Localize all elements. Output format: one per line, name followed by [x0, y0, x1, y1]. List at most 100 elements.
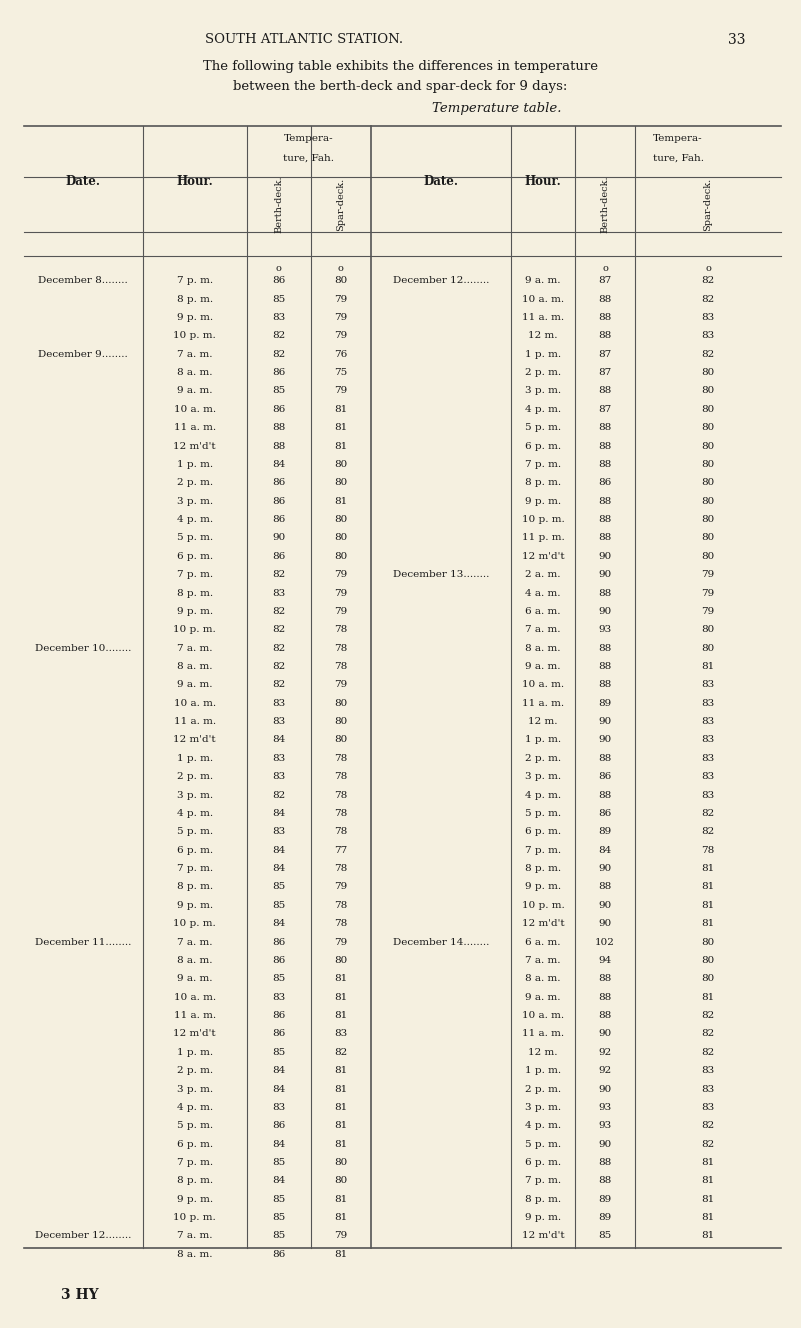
- Text: 8 a. m.: 8 a. m.: [525, 644, 561, 652]
- Text: 82: 82: [702, 827, 714, 837]
- Text: 78: 78: [334, 663, 348, 671]
- Text: 90: 90: [272, 534, 285, 542]
- Text: 86: 86: [272, 405, 285, 414]
- Text: December 12........: December 12........: [35, 1231, 131, 1240]
- Text: December 8........: December 8........: [38, 276, 128, 286]
- Text: 9 p. m.: 9 p. m.: [176, 607, 213, 616]
- Text: 4 p. m.: 4 p. m.: [525, 790, 562, 799]
- Text: Tempera-: Tempera-: [654, 134, 702, 142]
- Text: 10 p. m.: 10 p. m.: [521, 900, 565, 910]
- Text: 10 p. m.: 10 p. m.: [173, 919, 216, 928]
- Text: December 9........: December 9........: [38, 349, 128, 359]
- Text: 7 p. m.: 7 p. m.: [176, 570, 213, 579]
- Text: 11 a. m.: 11 a. m.: [522, 313, 564, 321]
- Text: 84: 84: [598, 846, 612, 855]
- Text: 86: 86: [272, 1011, 285, 1020]
- Text: 7 p. m.: 7 p. m.: [176, 865, 213, 872]
- Text: 87: 87: [598, 349, 612, 359]
- Text: 93: 93: [598, 625, 612, 635]
- Text: 84: 84: [272, 865, 285, 872]
- Text: 9 p. m.: 9 p. m.: [176, 1195, 213, 1203]
- Text: 5 p. m.: 5 p. m.: [525, 424, 562, 432]
- Text: 1 p. m.: 1 p. m.: [176, 754, 213, 762]
- Text: 78: 78: [334, 625, 348, 635]
- Text: 79: 79: [334, 570, 348, 579]
- Text: 8 p. m.: 8 p. m.: [525, 865, 562, 872]
- Text: 7 p. m.: 7 p. m.: [525, 459, 562, 469]
- Text: 11 a. m.: 11 a. m.: [174, 717, 215, 726]
- Text: 88: 88: [598, 993, 612, 1001]
- Text: 81: 81: [702, 1195, 714, 1203]
- Text: 82: 82: [702, 1121, 714, 1130]
- Text: 9 a. m.: 9 a. m.: [525, 663, 561, 671]
- Text: 88: 88: [598, 534, 612, 542]
- Text: 83: 83: [272, 773, 285, 781]
- Text: 86: 86: [272, 1250, 285, 1259]
- Text: 86: 86: [272, 938, 285, 947]
- Text: 88: 88: [598, 386, 612, 396]
- Text: 78: 78: [334, 919, 348, 928]
- Text: 86: 86: [272, 515, 285, 525]
- Text: 84: 84: [272, 1085, 285, 1093]
- Text: 88: 88: [598, 497, 612, 506]
- Text: 83: 83: [702, 332, 714, 340]
- Text: 88: 88: [598, 1177, 612, 1186]
- Text: 9 p. m.: 9 p. m.: [176, 313, 213, 321]
- Text: 4 p. m.: 4 p. m.: [176, 809, 213, 818]
- Text: 83: 83: [702, 717, 714, 726]
- Text: 8 p. m.: 8 p. m.: [176, 882, 213, 891]
- Text: 86: 86: [598, 478, 612, 487]
- Text: 11 a. m.: 11 a. m.: [174, 1011, 215, 1020]
- Text: 79: 79: [334, 313, 348, 321]
- Text: Tempera-: Tempera-: [284, 134, 333, 142]
- Text: 7 a. m.: 7 a. m.: [525, 625, 561, 635]
- Text: 81: 81: [702, 1177, 714, 1186]
- Text: 9 a. m.: 9 a. m.: [177, 975, 212, 983]
- Text: 2 p. m.: 2 p. m.: [176, 773, 213, 781]
- Text: 84: 84: [272, 1177, 285, 1186]
- Text: 12 m'd't: 12 m'd't: [521, 1231, 565, 1240]
- Text: December 13........: December 13........: [392, 570, 489, 579]
- Text: 4 a. m.: 4 a. m.: [525, 588, 561, 598]
- Text: 77: 77: [334, 846, 348, 855]
- Text: 80: 80: [334, 736, 348, 745]
- Text: 1 p. m.: 1 p. m.: [525, 1066, 562, 1076]
- Text: 6 p. m.: 6 p. m.: [525, 827, 562, 837]
- Text: 84: 84: [272, 919, 285, 928]
- Text: 8 p. m.: 8 p. m.: [176, 1177, 213, 1186]
- Text: 81: 81: [334, 1085, 348, 1093]
- Text: 83: 83: [272, 754, 285, 762]
- Text: 82: 82: [702, 295, 714, 304]
- Text: 80: 80: [702, 534, 714, 542]
- Text: 80: 80: [334, 534, 348, 542]
- Text: 83: 83: [702, 754, 714, 762]
- Text: December 12........: December 12........: [392, 276, 489, 286]
- Text: 6 a. m.: 6 a. m.: [525, 938, 561, 947]
- Text: 82: 82: [272, 644, 285, 652]
- Text: 6 p. m.: 6 p. m.: [176, 552, 213, 560]
- Text: 81: 81: [702, 1231, 714, 1240]
- Text: 83: 83: [272, 1102, 285, 1112]
- Text: 90: 90: [598, 717, 612, 726]
- Text: 9 p. m.: 9 p. m.: [525, 1214, 562, 1222]
- Text: 7 a. m.: 7 a. m.: [177, 644, 212, 652]
- Text: 80: 80: [702, 975, 714, 983]
- Text: 90: 90: [598, 736, 612, 745]
- Text: 81: 81: [334, 1214, 348, 1222]
- Text: 88: 88: [598, 588, 612, 598]
- Text: 84: 84: [272, 459, 285, 469]
- Text: 83: 83: [334, 1029, 348, 1038]
- Text: 6 p. m.: 6 p. m.: [176, 846, 213, 855]
- Text: 78: 78: [334, 773, 348, 781]
- Text: 11 a. m.: 11 a. m.: [174, 424, 215, 432]
- Text: 81: 81: [702, 882, 714, 891]
- Text: o: o: [276, 264, 282, 274]
- Text: o: o: [705, 264, 711, 274]
- Text: 88: 88: [598, 882, 612, 891]
- Text: 82: 82: [272, 332, 285, 340]
- Text: 78: 78: [702, 846, 714, 855]
- Text: 88: 88: [598, 754, 612, 762]
- Text: 81: 81: [334, 993, 348, 1001]
- Text: 82: 82: [702, 1029, 714, 1038]
- Text: 79: 79: [334, 295, 348, 304]
